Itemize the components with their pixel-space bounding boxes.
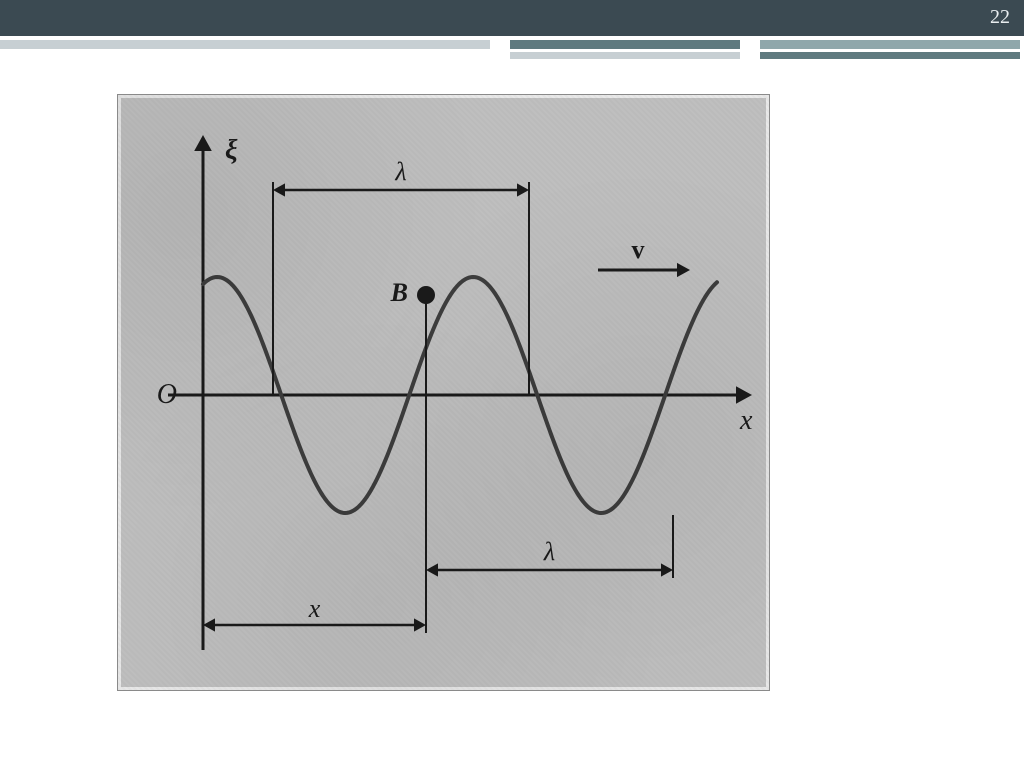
accent-strip-1 [0, 40, 490, 49]
page-number: 22 [990, 6, 1010, 29]
accent-strip-2 [510, 40, 740, 49]
accent-strip-4 [760, 40, 1020, 49]
texture-overlay [118, 95, 769, 690]
wave-diagram: λλxBvξxO [117, 94, 770, 691]
accent-strip-3 [510, 52, 740, 59]
accent-strip-5 [760, 52, 1020, 59]
slide: 22 λλxBvξxO [0, 0, 1024, 767]
slide-top-bar: 22 [0, 0, 1024, 36]
